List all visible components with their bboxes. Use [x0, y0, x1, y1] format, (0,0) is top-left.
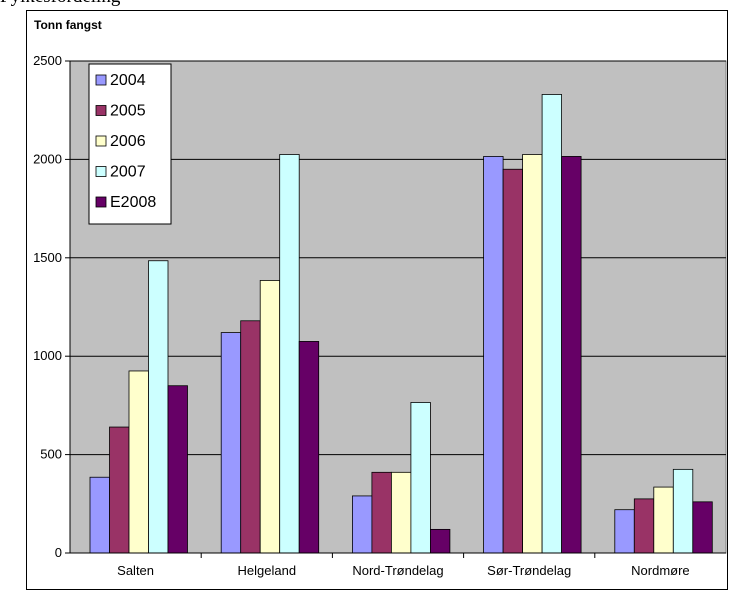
- category-label: Nord-Trøndelag: [352, 563, 443, 578]
- legend-swatch: [95, 166, 107, 177]
- bar: [279, 154, 300, 554]
- bar: [371, 471, 392, 554]
- legend-swatch: [95, 105, 107, 116]
- legend-label: E2008: [110, 194, 156, 211]
- bar: [541, 94, 562, 554]
- bar: [502, 168, 524, 554]
- y-tick-label: 1500: [33, 250, 62, 265]
- page-caption: Fylkesfordeling: [0, 0, 120, 8]
- bar: [109, 426, 130, 554]
- category-labels: Salten Helgeland Nord-Trøndelag Sør-Trøndel…: [117, 563, 689, 578]
- legend: 2004 2005 2006 2007 E2008: [88, 63, 172, 225]
- bar: [390, 471, 412, 554]
- y-tick-label: 1000: [33, 348, 62, 363]
- legend-label: 2007: [110, 164, 146, 181]
- y-tick-labels: 0 500 1000 1500 2000 2500: [33, 53, 62, 560]
- bar: [614, 509, 635, 554]
- y-axis-title: Tonn fangst: [34, 18, 102, 32]
- legend-swatch: [95, 196, 107, 208]
- bar: [240, 320, 261, 554]
- legend-label: 2006: [110, 133, 146, 150]
- bar: [89, 476, 110, 554]
- axes: [65, 60, 726, 558]
- y-tick-label: 0: [55, 545, 62, 560]
- bar: [483, 156, 504, 554]
- bar: [298, 341, 320, 554]
- y-tick-label: 500: [40, 447, 62, 462]
- bar: [259, 280, 281, 554]
- bar: [167, 385, 188, 554]
- bar: [220, 332, 242, 554]
- bar: [692, 501, 713, 554]
- y-tick-label: 2000: [33, 151, 62, 166]
- y-tick-label: 2500: [33, 53, 62, 68]
- bar: [148, 260, 169, 554]
- bar: [672, 468, 694, 554]
- category-label: Nordmøre: [631, 563, 690, 578]
- bars: [89, 94, 713, 554]
- bar: [410, 402, 431, 554]
- legend-label: 2005: [110, 103, 146, 120]
- legend-swatch: [95, 135, 107, 147]
- bar: [128, 370, 149, 554]
- bar: [561, 156, 582, 554]
- legend-label: 2004: [110, 72, 146, 89]
- bar: [653, 486, 674, 554]
- category-label: Sør-Trøndelag: [487, 563, 571, 578]
- bar: [633, 498, 655, 554]
- category-label: Helgeland: [238, 563, 297, 578]
- category-label: Salten: [117, 563, 154, 578]
- bar: [429, 528, 451, 554]
- chart-area: Tonn fangst 0 500 1000 1500 2000 2500 Salten H…: [26, 10, 728, 590]
- bar: [351, 495, 373, 554]
- bar-chart: Tonn fangst 0 500 1000 1500 2000 2500 Salten H…: [33, 18, 727, 578]
- legend-swatch: [95, 74, 107, 86]
- bar: [522, 154, 543, 554]
